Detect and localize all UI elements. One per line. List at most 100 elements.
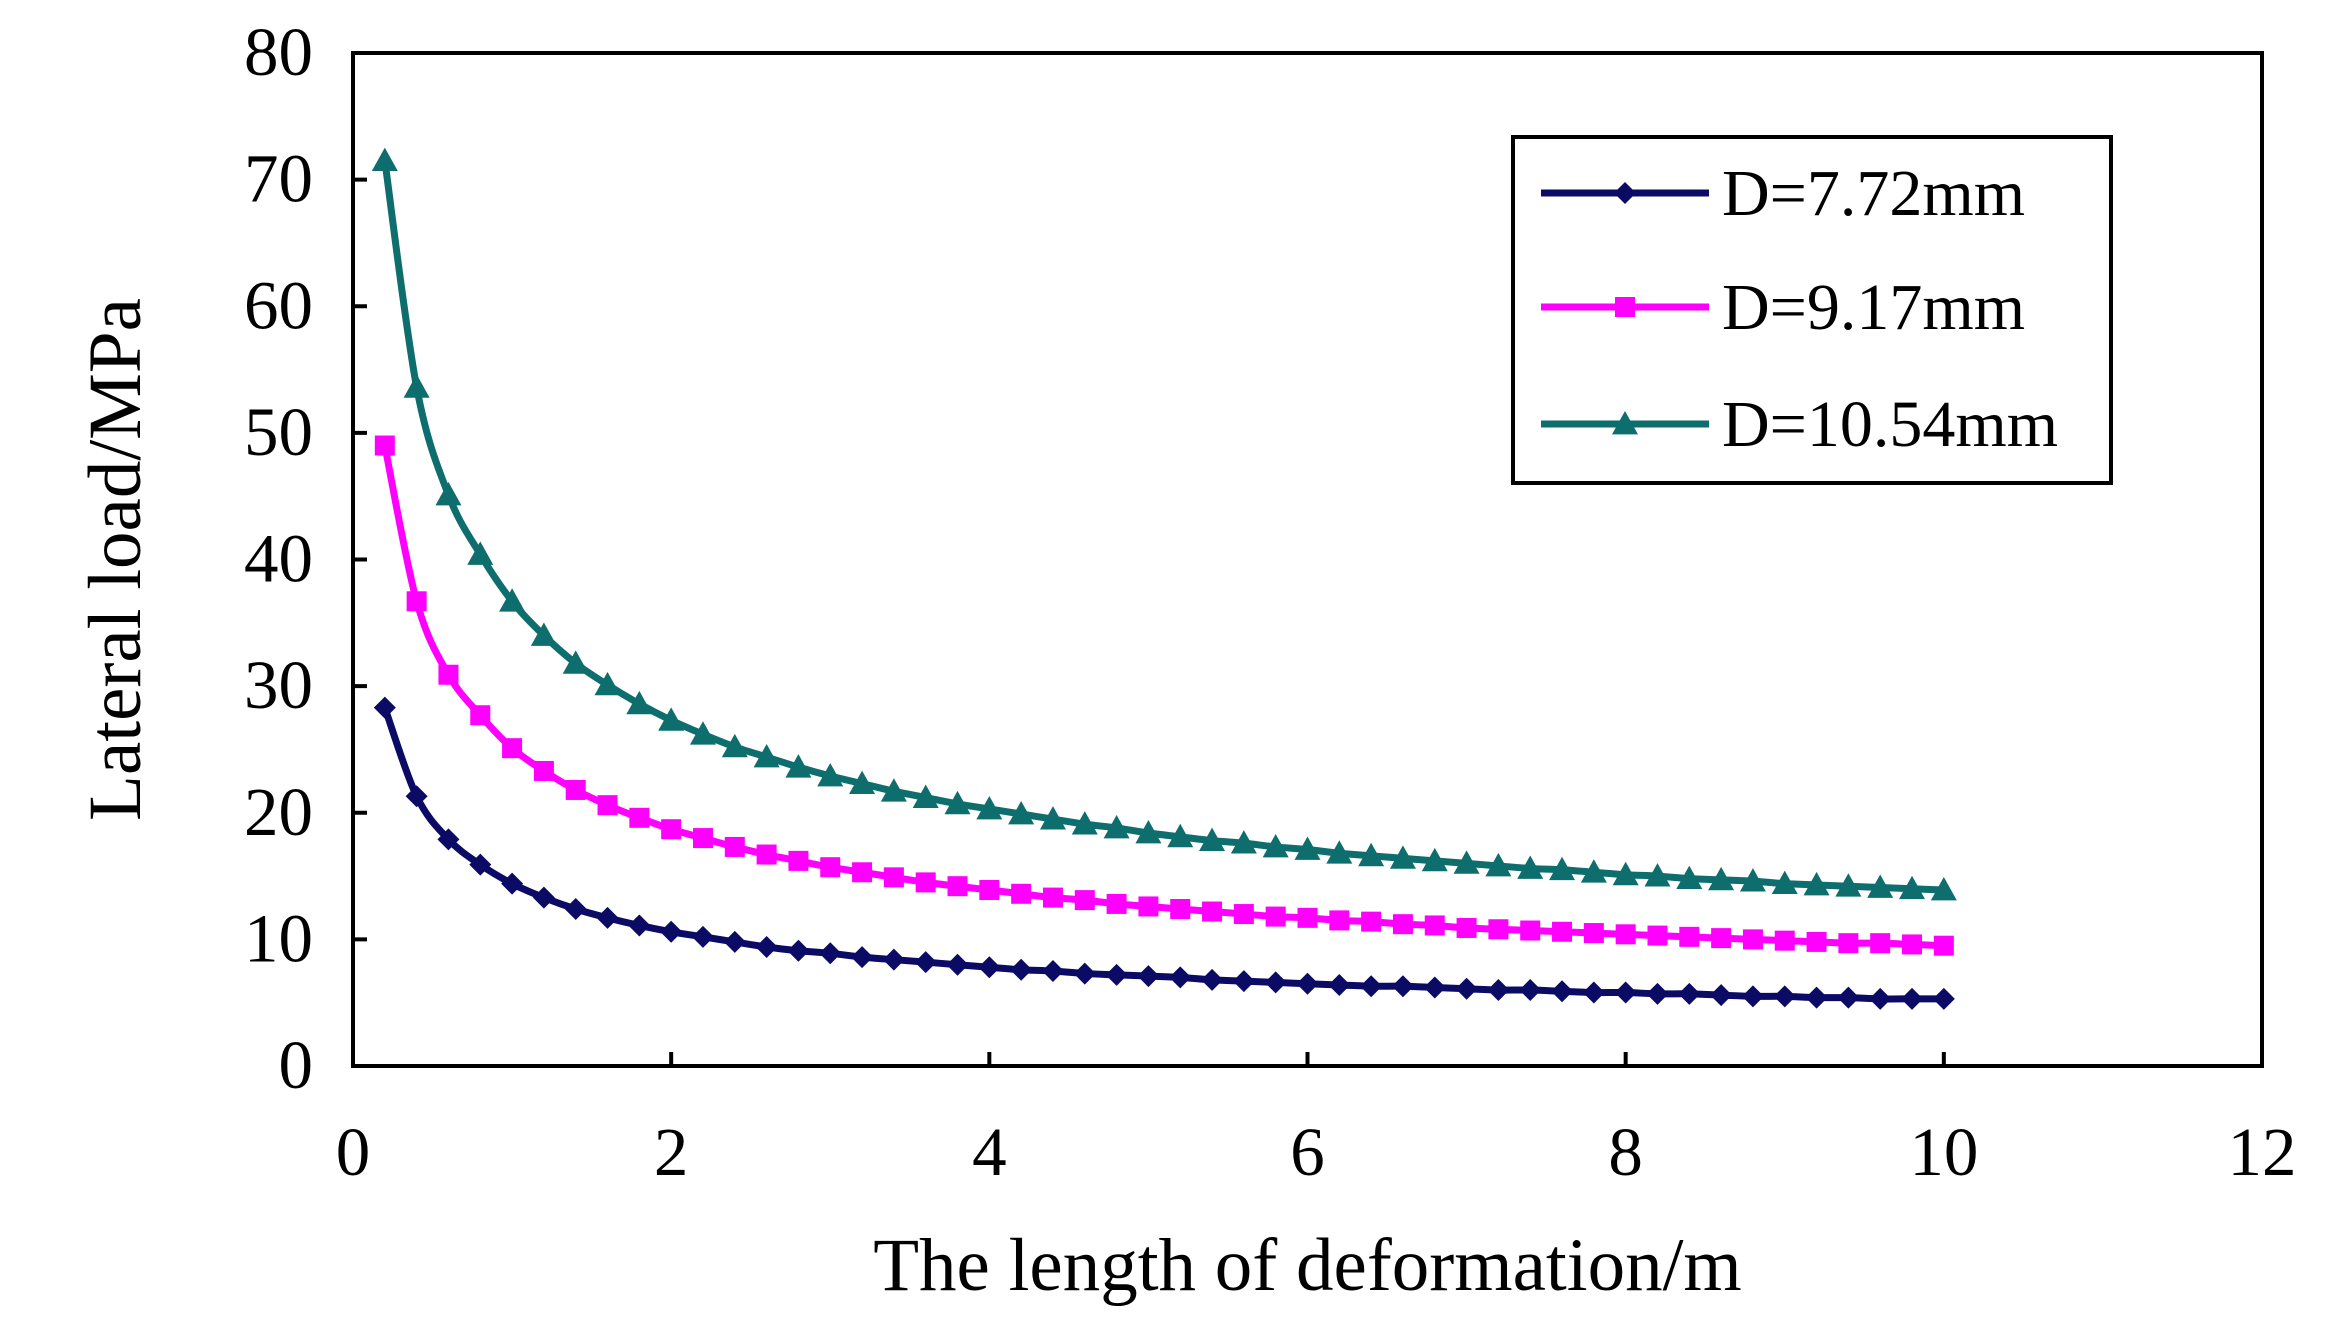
data-point — [852, 862, 873, 883]
data-point — [1771, 870, 1798, 895]
data-point — [820, 857, 841, 878]
data-point — [880, 778, 907, 802]
y-tick-label: 0 — [279, 1027, 314, 1103]
axes-layer: 0 10 20 30 40 50 60 70 80 0 2 4 6 8 10 12 — [244, 14, 2297, 1190]
x-axis-title: The length of deformation/m — [873, 1224, 1742, 1307]
legend-marker — [1614, 182, 1636, 204]
data-point — [947, 876, 968, 897]
data-point — [1328, 973, 1351, 996]
data-point — [1296, 972, 1319, 995]
data-point — [594, 671, 621, 696]
data-point — [1517, 855, 1544, 879]
legend-entry-d-10-54mm: D=10.54mm — [1541, 388, 2058, 461]
legend-label: D=7.72mm — [1722, 157, 2025, 230]
data-point — [912, 784, 939, 808]
data-point — [851, 946, 874, 969]
data-point — [1803, 871, 1830, 896]
data-point — [976, 795, 1003, 820]
data-point — [469, 853, 492, 876]
series-d-9-17mm — [374, 435, 1954, 956]
data-point — [724, 836, 745, 857]
data-point — [915, 872, 936, 893]
data-point — [1805, 986, 1828, 1009]
data-point — [1389, 845, 1416, 869]
data-point — [1485, 852, 1512, 877]
data-point — [467, 541, 494, 565]
legend-marker — [1612, 411, 1638, 435]
data-point — [1614, 981, 1637, 1004]
data-point — [1137, 965, 1160, 988]
data-point — [1837, 986, 1860, 1009]
x-tick-label: 0 — [336, 1114, 371, 1190]
data-point — [1423, 976, 1446, 999]
data-point — [1710, 984, 1733, 1007]
data-point — [946, 953, 969, 976]
data-point — [1138, 896, 1159, 917]
data-point — [1010, 958, 1033, 981]
data-point — [661, 819, 682, 840]
data-point — [1932, 987, 1955, 1010]
y-tick-label: 40 — [244, 521, 313, 597]
data-point — [1899, 875, 1926, 900]
data-point — [1453, 850, 1480, 874]
data-point — [562, 650, 589, 674]
data-point — [435, 481, 462, 506]
data-point — [1042, 887, 1063, 908]
data-point — [1742, 929, 1763, 950]
legend-label: D=10.54mm — [1722, 388, 2058, 461]
data-point — [1739, 868, 1766, 892]
data-point — [1201, 968, 1224, 991]
data-point — [660, 920, 683, 943]
data-point — [883, 867, 904, 888]
data-point — [944, 790, 971, 815]
data-point — [374, 435, 395, 456]
data-point — [1582, 981, 1605, 1004]
legend: D=7.72mm D=9.17mm D=10.54mm — [1511, 135, 2113, 485]
data-point — [406, 591, 427, 612]
data-point — [628, 914, 651, 937]
data-point — [1199, 827, 1226, 852]
data-point — [438, 664, 459, 685]
data-point — [1679, 926, 1700, 947]
data-point — [1039, 806, 1066, 830]
data-point — [373, 696, 396, 719]
data-point — [1774, 930, 1795, 951]
y-axis-title: Lateral load/MPa — [74, 298, 157, 821]
legend-label: D=9.17mm — [1722, 271, 2025, 344]
y-tick-label: 60 — [244, 267, 313, 343]
data-point — [1551, 980, 1574, 1003]
x-tick-label: 4 — [972, 1114, 1007, 1190]
data-point — [1424, 915, 1445, 936]
y-tick-label: 20 — [244, 774, 313, 850]
series-d-10-54mm — [371, 147, 1957, 901]
data-point — [1041, 960, 1064, 983]
x-tick-label: 2 — [654, 1114, 689, 1190]
data-point — [914, 951, 937, 974]
data-point — [1930, 876, 1957, 901]
data-point — [596, 906, 619, 929]
data-point — [1615, 924, 1636, 945]
data-point — [1169, 966, 1192, 989]
data-point — [1933, 935, 1954, 956]
data-point — [1580, 859, 1607, 883]
data-point — [1901, 987, 1924, 1010]
data-point — [1806, 931, 1827, 952]
x-tick-label: 6 — [1290, 1114, 1325, 1190]
data-point — [470, 705, 491, 726]
data-point — [1232, 970, 1255, 993]
data-point — [1708, 866, 1735, 891]
data-point — [1647, 925, 1668, 946]
data-point — [849, 770, 876, 795]
data-point — [1073, 962, 1096, 985]
data-point — [403, 374, 430, 398]
data-point — [1297, 907, 1318, 928]
data-point — [1741, 985, 1764, 1008]
data-point — [658, 707, 685, 731]
data-point — [1358, 842, 1385, 867]
data-point — [1644, 863, 1671, 887]
data-point — [1329, 910, 1350, 931]
data-point — [882, 948, 905, 971]
data-point — [530, 622, 557, 646]
data-point — [565, 779, 586, 800]
data-point — [979, 879, 1000, 900]
